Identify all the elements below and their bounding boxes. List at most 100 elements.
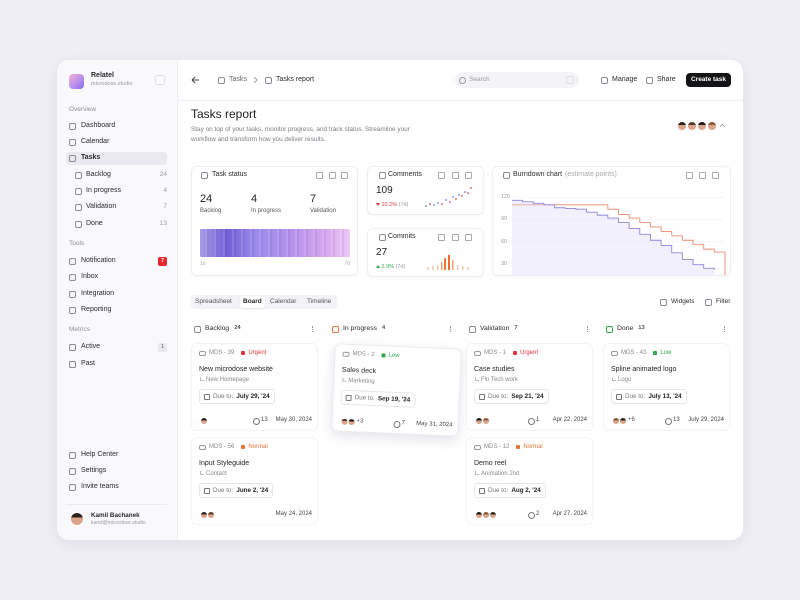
calendar-icon (479, 393, 485, 400)
widget-tool[interactable] (699, 172, 706, 179)
widget-tool[interactable] (686, 172, 693, 179)
flag-icon (653, 351, 658, 355)
nav-item[interactable]: Invite teams (81, 482, 119, 490)
view-action[interactable]: Filter (716, 298, 731, 305)
task-card[interactable]: MDS - 56 Normal Input Styleguide Contact Due… (191, 437, 318, 525)
card-title: Input Styleguide (199, 459, 250, 467)
nav-item[interactable]: Active (81, 342, 101, 350)
widget-tool[interactable] (465, 172, 472, 179)
widget-tool[interactable] (465, 234, 472, 241)
nav-item[interactable]: Past (81, 359, 96, 367)
divider (66, 504, 167, 505)
nav-item[interactable]: Reporting (81, 305, 112, 313)
y-tick-label: 90 (501, 216, 507, 223)
column-name: Validation (480, 324, 510, 332)
due-box: Due to: Sep 19, '24 (340, 389, 416, 408)
view-tab[interactable]: Timeline (307, 298, 332, 305)
nav-subitem[interactable]: In progress (86, 186, 122, 194)
action-button[interactable]: Manage (612, 75, 638, 83)
due-box: Due to: July 13, '24 (611, 389, 687, 404)
icon (469, 325, 476, 333)
nav-item[interactable]: Help Center (81, 450, 119, 458)
task-card[interactable]: MDS - 1 Urgent Case studies Fin Tech work Du… (466, 343, 593, 431)
column-menu[interactable] (587, 326, 590, 332)
nav-subitem[interactable]: Done (86, 219, 103, 227)
kpi-period: (7d) (398, 201, 409, 208)
avatar (347, 417, 356, 427)
search-icon (459, 77, 466, 84)
nav-item[interactable]: Integration (81, 289, 115, 297)
nav-item[interactable]: Settings (81, 466, 107, 474)
widget-card (367, 228, 484, 277)
view-action[interactable]: Widgets (671, 298, 695, 305)
card-subtitle: Animation 2nd (481, 471, 520, 478)
card-subtitle: Logo (618, 377, 632, 384)
card-date: May 31, 2024 (416, 421, 453, 429)
icon (69, 257, 76, 265)
icon (69, 483, 76, 491)
widget-title: Comments (388, 170, 422, 178)
sub-connector (475, 471, 479, 475)
breadcrumb[interactable]: Tasks (229, 75, 247, 83)
task-card[interactable]: MDS - 43 Low Spline animated logo Logo Due t… (603, 343, 730, 431)
task-card[interactable]: MDS - 12 Normal Demo reel Animation 2nd Due … (466, 437, 593, 525)
due-date: June 2, '24 (236, 487, 269, 494)
action-button[interactable]: Share (657, 75, 676, 83)
widget-subtitle: (estimate points) (565, 170, 617, 178)
icon (379, 233, 386, 241)
user-email: kamil@microdose.studio (91, 520, 146, 527)
column-menu[interactable] (450, 326, 453, 332)
icon (201, 171, 208, 179)
view-tab[interactable]: Board (243, 298, 262, 305)
icon (606, 325, 613, 333)
avatar (619, 417, 627, 425)
flag-icon (381, 353, 386, 358)
nav-item[interactable]: Dashboard (81, 121, 116, 129)
widget-tool[interactable] (438, 234, 445, 241)
card-date: July 29, 2024 (688, 417, 724, 424)
task-card[interactable]: MDS - 39 Urgent New microdose website New H… (191, 343, 318, 431)
avatar (677, 121, 687, 131)
widget-tool[interactable] (329, 172, 336, 179)
icon (69, 306, 76, 314)
comment-icon (528, 512, 535, 519)
search-box[interactable] (455, 72, 579, 88)
widget-tool[interactable] (316, 172, 323, 179)
widget-tool[interactable] (452, 234, 459, 241)
card-title: Case studies (474, 365, 515, 373)
avatar (697, 121, 707, 131)
widget-tool[interactable] (438, 172, 445, 179)
card-subtitle: New Homepage (206, 377, 250, 384)
view-tab[interactable]: Calendar (270, 298, 297, 305)
widget-tool[interactable] (452, 172, 459, 179)
nav-item[interactable]: Inbox (81, 272, 99, 280)
avatar (70, 512, 84, 526)
column-name: Done (617, 324, 634, 332)
widget-tool[interactable] (712, 172, 719, 179)
kpi-value: 27 (376, 246, 388, 258)
card-priority: Normal (523, 444, 543, 450)
user-name: Kamil Bachanek (91, 511, 140, 519)
collapse-button[interactable] (155, 75, 165, 85)
stat-value: 24 (200, 193, 213, 206)
column-menu[interactable] (312, 326, 315, 332)
sub-connector (200, 377, 204, 381)
widget-title-row: Burndown chart (estimate points) (513, 171, 617, 178)
due-box: Due to: June 2, '24 (199, 483, 274, 498)
nav-subitem[interactable]: Validation (86, 202, 117, 210)
card-title: Spline animated logo (611, 365, 677, 373)
task-card[interactable]: MDS - 2 Low Sales deck Marketing Due to: Sep … (331, 343, 462, 437)
card-subtitle: Fin Tech work (481, 377, 518, 384)
column-menu[interactable] (724, 326, 727, 332)
nav-item[interactable]: Calendar (81, 137, 110, 145)
nav-item[interactable]: Tasks (81, 153, 101, 161)
stat-label: Validation (310, 208, 336, 215)
primary-button[interactable]: Create task (686, 73, 731, 87)
view-tab[interactable]: Spreadsheet (195, 298, 232, 305)
flag-icon (516, 445, 521, 449)
widget-tool[interactable] (341, 172, 348, 179)
nav-item[interactable]: Notification (81, 256, 116, 264)
nav-subitem[interactable]: Backlog (86, 170, 111, 178)
